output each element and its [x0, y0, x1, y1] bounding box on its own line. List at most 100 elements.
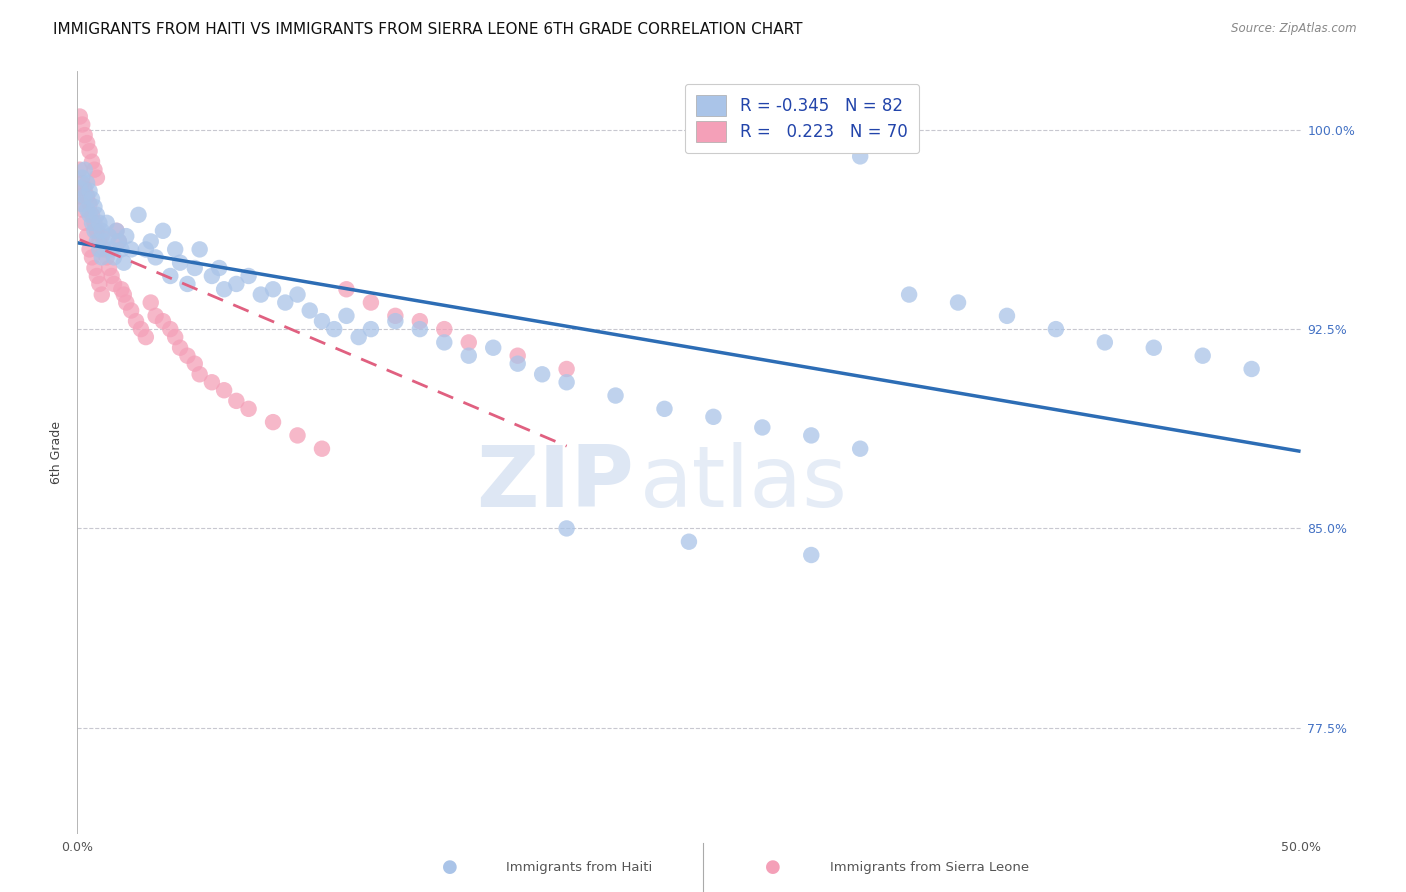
- Point: [360, 322, 382, 336]
- Point: [86, 268, 108, 283]
- Point: [506, 357, 529, 371]
- Point: [849, 442, 872, 456]
- Point: [311, 314, 333, 328]
- Point: [1094, 335, 1116, 350]
- Point: [79, 184, 101, 198]
- Point: [69, 110, 91, 124]
- Point: [86, 235, 108, 249]
- Point: [555, 376, 578, 390]
- Point: [335, 282, 357, 296]
- Point: [129, 322, 152, 336]
- Point: [298, 303, 321, 318]
- Point: [112, 255, 135, 269]
- Point: [287, 287, 309, 301]
- Point: [120, 303, 142, 318]
- Point: [165, 243, 187, 257]
- Point: [125, 314, 148, 328]
- Point: [201, 376, 224, 390]
- Text: Source: ZipAtlas.com: Source: ZipAtlas.com: [1232, 22, 1357, 36]
- Point: [80, 216, 103, 230]
- Text: ●: ●: [765, 858, 782, 876]
- Point: [208, 260, 231, 275]
- Point: [159, 268, 181, 283]
- Point: [103, 251, 125, 265]
- Point: [70, 202, 93, 217]
- Point: [93, 243, 115, 257]
- Point: [188, 243, 211, 257]
- Point: [80, 251, 103, 265]
- Point: [555, 521, 578, 535]
- Point: [76, 189, 98, 203]
- Text: ZIP: ZIP: [477, 442, 634, 524]
- Point: [89, 216, 111, 230]
- Point: [347, 330, 370, 344]
- Point: [323, 322, 346, 336]
- Point: [152, 224, 174, 238]
- Point: [90, 287, 112, 301]
- Point: [98, 229, 121, 244]
- Point: [946, 295, 969, 310]
- Point: [139, 295, 162, 310]
- Point: [159, 322, 181, 336]
- Point: [482, 341, 505, 355]
- Point: [751, 420, 773, 434]
- Point: [145, 251, 167, 265]
- Point: [80, 208, 103, 222]
- Point: [1045, 322, 1067, 336]
- Point: [89, 235, 111, 249]
- Point: [83, 162, 105, 177]
- Point: [898, 287, 921, 301]
- Legend: R = -0.345   N = 82, R =   0.223   N = 70: R = -0.345 N = 82, R = 0.223 N = 70: [685, 84, 920, 153]
- Point: [127, 208, 149, 222]
- Point: [225, 393, 247, 408]
- Point: [103, 277, 125, 291]
- Text: Immigrants from Haiti: Immigrants from Haiti: [506, 861, 652, 873]
- Point: [184, 260, 207, 275]
- Point: [115, 229, 138, 244]
- Point: [86, 224, 108, 238]
- Point: [1240, 362, 1263, 376]
- Point: [96, 216, 118, 230]
- Point: [176, 349, 198, 363]
- Point: [457, 349, 479, 363]
- Point: [1143, 341, 1166, 355]
- Point: [262, 415, 284, 429]
- Point: [409, 322, 432, 336]
- Point: [73, 189, 96, 203]
- Point: [90, 251, 112, 265]
- Point: [139, 235, 162, 249]
- Point: [176, 277, 198, 291]
- Point: [70, 170, 93, 185]
- Text: IMMIGRANTS FROM HAITI VS IMMIGRANTS FROM SIERRA LEONE 6TH GRADE CORRELATION CHAR: IMMIGRANTS FROM HAITI VS IMMIGRANTS FROM…: [53, 22, 803, 37]
- Point: [86, 170, 108, 185]
- Point: [76, 229, 98, 244]
- Point: [110, 282, 132, 296]
- Point: [135, 330, 157, 344]
- Point: [70, 176, 93, 190]
- Point: [89, 243, 111, 257]
- Point: [96, 251, 118, 265]
- Point: [1191, 349, 1213, 363]
- Point: [83, 200, 105, 214]
- Point: [506, 349, 529, 363]
- Point: [169, 341, 191, 355]
- Point: [250, 287, 273, 301]
- Point: [201, 268, 224, 283]
- Point: [120, 243, 142, 257]
- Point: [69, 189, 91, 203]
- Point: [555, 362, 578, 376]
- Point: [80, 192, 103, 206]
- Point: [90, 229, 112, 244]
- Point: [165, 330, 187, 344]
- Point: [433, 335, 456, 350]
- Point: [105, 224, 128, 238]
- Point: [80, 154, 103, 169]
- Point: [89, 277, 111, 291]
- Point: [83, 216, 105, 230]
- Point: [212, 383, 235, 397]
- Point: [409, 314, 432, 328]
- Point: [115, 295, 138, 310]
- Y-axis label: 6th Grade: 6th Grade: [51, 421, 63, 484]
- Point: [384, 309, 406, 323]
- Point: [108, 235, 131, 249]
